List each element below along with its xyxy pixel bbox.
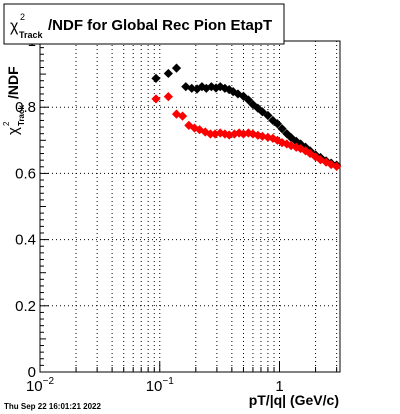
black-series-point (243, 95, 254, 105)
black-series-point (253, 103, 263, 113)
black-series-point (277, 124, 287, 134)
x-tick-base: 10 (146, 378, 163, 395)
y-title-text: /NDF (5, 66, 21, 99)
svg-text:χ: χ (5, 127, 22, 135)
chart-title: /NDF for Global Rec Pion EtapT (48, 17, 272, 34)
red-series-point (253, 130, 263, 140)
y-tick-label: 0 (28, 364, 36, 381)
x-tick-base: 1 (275, 378, 283, 395)
red-series-point (326, 159, 336, 170)
red-series-point (300, 146, 311, 156)
y-tick-label: 0.4 (15, 232, 36, 249)
red-series-point (177, 111, 188, 121)
x-tick-exponent: −2 (43, 376, 55, 387)
y-axis-title: χ 2 Track /NDF (2, 66, 26, 135)
y-title-symbol: χ (5, 127, 22, 135)
timestamp: Thu Sep 22 16:01:21 2022 (4, 402, 101, 411)
black-series-point (151, 73, 161, 84)
black-series-point (291, 136, 301, 146)
red-series-point (151, 94, 161, 104)
black-series-point (257, 107, 268, 117)
red-series-point (171, 109, 182, 119)
x-tick-label: 1 (275, 378, 283, 395)
red-series-point (321, 157, 331, 167)
red-series-point (286, 140, 296, 151)
x-tick-base: 10 (26, 378, 43, 395)
y-tick-label: 0.8 (15, 99, 36, 116)
y-tick-label: 0.6 (15, 165, 36, 182)
red-series-point (205, 129, 216, 139)
axis-ticks (39, 40, 338, 373)
red-series-point (277, 138, 287, 148)
x-tick-exponent: −1 (162, 376, 174, 387)
tick-labels: 00.20.40.60.8110−210−11 (15, 33, 284, 395)
black-series-point (272, 119, 282, 129)
title-symbol: χ (10, 18, 19, 35)
title-box: χ 2 Track /NDF for Global Rec Pion EtapT (3, 3, 285, 45)
black-series-point (187, 83, 197, 93)
y-title-sup: 2 (2, 121, 11, 126)
black-series-point (286, 133, 296, 143)
black-series-point (171, 63, 182, 73)
title-sup: 2 (20, 12, 25, 22)
y-title-sub: Track (17, 105, 26, 126)
data-points (151, 63, 342, 172)
red-series-point (163, 92, 173, 102)
x-tick-label: 10−1 (146, 376, 175, 395)
red-series-point (291, 142, 301, 152)
x-tick-label: 10−2 (26, 376, 55, 395)
y-tick-label: 0.2 (15, 298, 36, 315)
title-sub: Track (19, 30, 44, 40)
black-series-point (163, 68, 173, 79)
black-series-point (263, 110, 273, 121)
red-series-point (332, 161, 342, 172)
x-axis-title: pT/|q| (GeV/c) (249, 392, 339, 408)
red-series-point (295, 143, 306, 154)
